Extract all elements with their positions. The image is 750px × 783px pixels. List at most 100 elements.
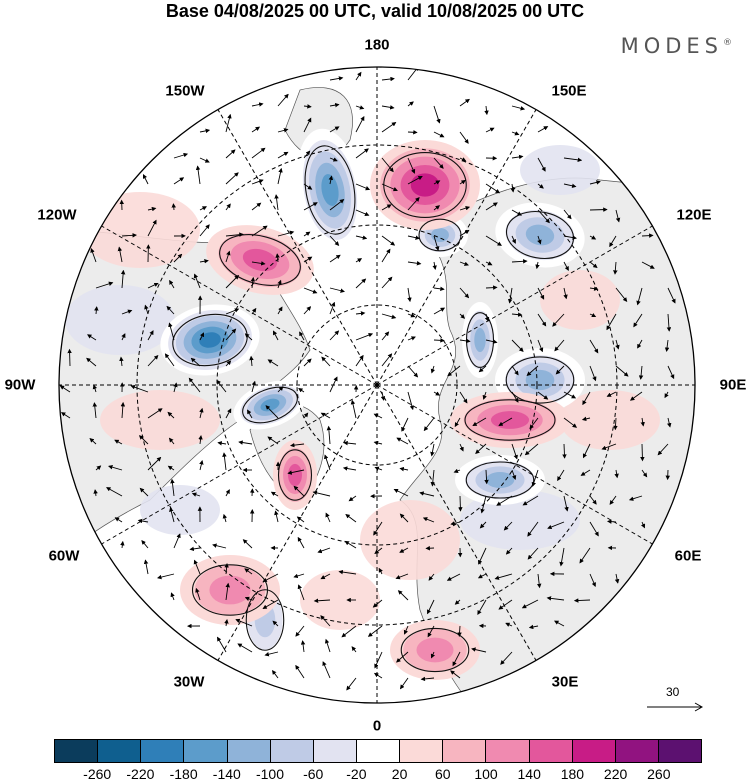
wind-arrow <box>189 546 201 552</box>
wind-arrow <box>399 547 409 553</box>
wind-arrow <box>169 507 175 523</box>
anomaly-level <box>410 173 440 197</box>
wind-arrow <box>303 412 309 419</box>
colorbar-tick-label: 20 <box>391 766 408 782</box>
wind-arrow <box>173 152 189 159</box>
polar-map <box>58 66 696 704</box>
anomaly-patch <box>360 500 460 580</box>
wind-arrow <box>459 179 466 185</box>
wind-arrow <box>609 495 617 505</box>
wind-arrow <box>199 224 210 237</box>
wind-arrow <box>399 677 409 690</box>
wind-arrow <box>641 233 654 238</box>
wind-arrow <box>589 521 599 537</box>
wind-arrow <box>303 117 312 133</box>
wind-arrow <box>147 330 154 341</box>
wind-arrow <box>199 128 211 134</box>
wind-arrow <box>524 443 539 456</box>
wind-arrow <box>485 202 498 211</box>
wind-arrow <box>300 640 306 653</box>
wind-arrow <box>222 513 228 523</box>
lon-label-60e: 60E <box>674 547 702 565</box>
wind-arrow <box>537 126 549 133</box>
colorbar-cell <box>400 740 444 762</box>
wind-arrow <box>326 425 332 445</box>
wind-arrow <box>579 547 591 564</box>
wind-arrow <box>355 235 368 240</box>
wind-arrow <box>430 469 436 487</box>
wind-arrow <box>303 104 312 109</box>
wind-arrow <box>641 469 648 478</box>
colorbar-cell <box>529 740 573 762</box>
wind-arrow <box>222 452 227 471</box>
wind-arrow <box>433 286 445 292</box>
wind-arrow <box>355 148 369 159</box>
anomaly-patch <box>520 145 600 195</box>
anomaly-level <box>209 575 251 605</box>
streamline-loop <box>219 234 301 286</box>
wind-arrow <box>563 495 569 512</box>
wind-arrow <box>312 490 331 497</box>
wind-arrow <box>510 183 515 193</box>
colorbar-cell <box>313 740 357 762</box>
wind-arrow <box>485 127 495 133</box>
low-alaska-north <box>296 128 364 252</box>
wind-arrow <box>555 365 565 375</box>
wind-arrow <box>303 183 313 190</box>
wind-arrow <box>225 408 232 419</box>
anomaly-level <box>525 224 555 246</box>
wind-arrow <box>270 491 279 497</box>
wind-arrow <box>407 313 416 318</box>
wind-arrow <box>277 151 289 159</box>
wind-arrow <box>664 391 669 399</box>
wind-arrow <box>399 513 409 523</box>
wind-arrow <box>341 625 357 638</box>
wind-arrow <box>367 625 383 637</box>
wind-arrow <box>173 177 185 185</box>
streamline-loop <box>505 356 575 404</box>
wind-arrow <box>378 567 383 575</box>
wind-arrow <box>419 491 435 497</box>
wind-arrow <box>535 261 540 270</box>
wind-arrow <box>303 306 312 315</box>
wind-arrow <box>641 261 655 269</box>
colorbar-cell <box>572 740 616 762</box>
wind-arrow <box>407 365 419 378</box>
wind-arrow <box>225 149 236 159</box>
wind-arrow <box>628 495 643 501</box>
anomaly-patch <box>140 485 220 535</box>
wind-arrow <box>614 573 620 584</box>
wind-arrow <box>609 235 617 248</box>
wind-arrow <box>313 598 331 604</box>
wind-arrow <box>198 435 203 445</box>
wind-arrow <box>428 573 435 581</box>
colorbar-tick-label: 180 <box>560 766 585 782</box>
wind-arrow <box>407 175 423 185</box>
wind-arrow <box>563 157 583 163</box>
colorbar-cell <box>184 740 228 762</box>
wind-arrow <box>225 308 240 315</box>
colorbar-cell <box>55 740 99 762</box>
wind-arrow <box>537 391 549 400</box>
wind-arrow <box>295 625 305 637</box>
wind-arrow <box>657 443 669 456</box>
wind-arrow <box>59 385 71 393</box>
wind-arrow <box>299 331 305 341</box>
wind-arrow <box>237 643 253 653</box>
wind-arrow <box>582 391 591 406</box>
wind-arrow <box>459 313 466 319</box>
wind-arrow <box>199 157 210 163</box>
wind-arrow <box>190 357 201 367</box>
wind-arrow <box>500 651 513 665</box>
wind-arrow <box>225 113 232 133</box>
wind-arrow <box>199 460 204 471</box>
wind-arrow <box>511 365 519 376</box>
wind-arrow <box>511 105 526 111</box>
wind-arrow <box>121 233 137 238</box>
anomaly-level <box>242 248 278 272</box>
wind-arrow <box>342 466 357 471</box>
wind-arrow <box>287 469 305 475</box>
wind-arrow <box>271 669 279 679</box>
colorbar-tick-label: -140 <box>212 766 241 782</box>
high-greenland-contour <box>277 449 313 501</box>
